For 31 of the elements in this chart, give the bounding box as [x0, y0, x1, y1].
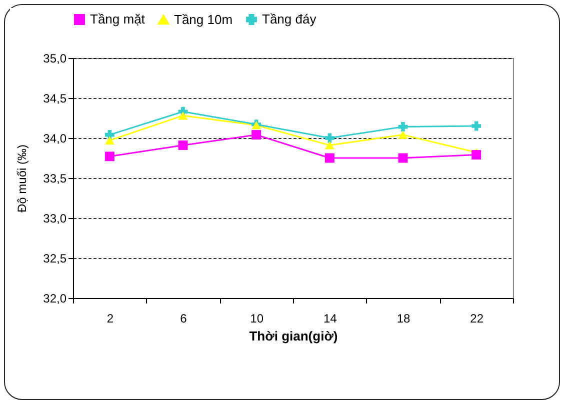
point: [472, 150, 482, 160]
point: [472, 121, 482, 131]
point: [324, 141, 334, 150]
y-tick-label: 35,0: [43, 52, 67, 66]
point: [178, 111, 188, 120]
legend-label: Tầng 10m: [174, 12, 233, 27]
point: [398, 122, 408, 132]
point: [324, 133, 334, 143]
y-tick-label: 33,0: [43, 212, 67, 226]
point: [398, 153, 408, 163]
point: [252, 130, 262, 140]
point: [398, 130, 408, 139]
x-tick-label: 10: [250, 312, 264, 326]
y-tick-label: 34,0: [43, 132, 67, 146]
point: [104, 136, 114, 145]
x-tick-label: 18: [396, 312, 410, 326]
y-tick-label: 34,5: [43, 92, 67, 106]
x-axis-title: Thời gian(giờ): [249, 328, 338, 344]
legend-label: Tầng đáy: [262, 12, 317, 27]
y-axis-title: Độ muối (‰): [15, 144, 30, 213]
point: [104, 152, 114, 162]
x-tick-label: 6: [180, 312, 188, 326]
point: [324, 153, 334, 163]
x-tick-label: 14: [323, 312, 338, 326]
x-tick-label: 2: [106, 312, 114, 326]
legend-label: Tầng mặt: [90, 12, 146, 27]
y-tick-label: 32,0: [43, 292, 67, 306]
y-tick-label: 32,5: [43, 252, 67, 266]
x-tick-label: 22: [470, 312, 484, 326]
y-tick-label: 33,5: [43, 172, 67, 186]
point: [178, 140, 188, 150]
